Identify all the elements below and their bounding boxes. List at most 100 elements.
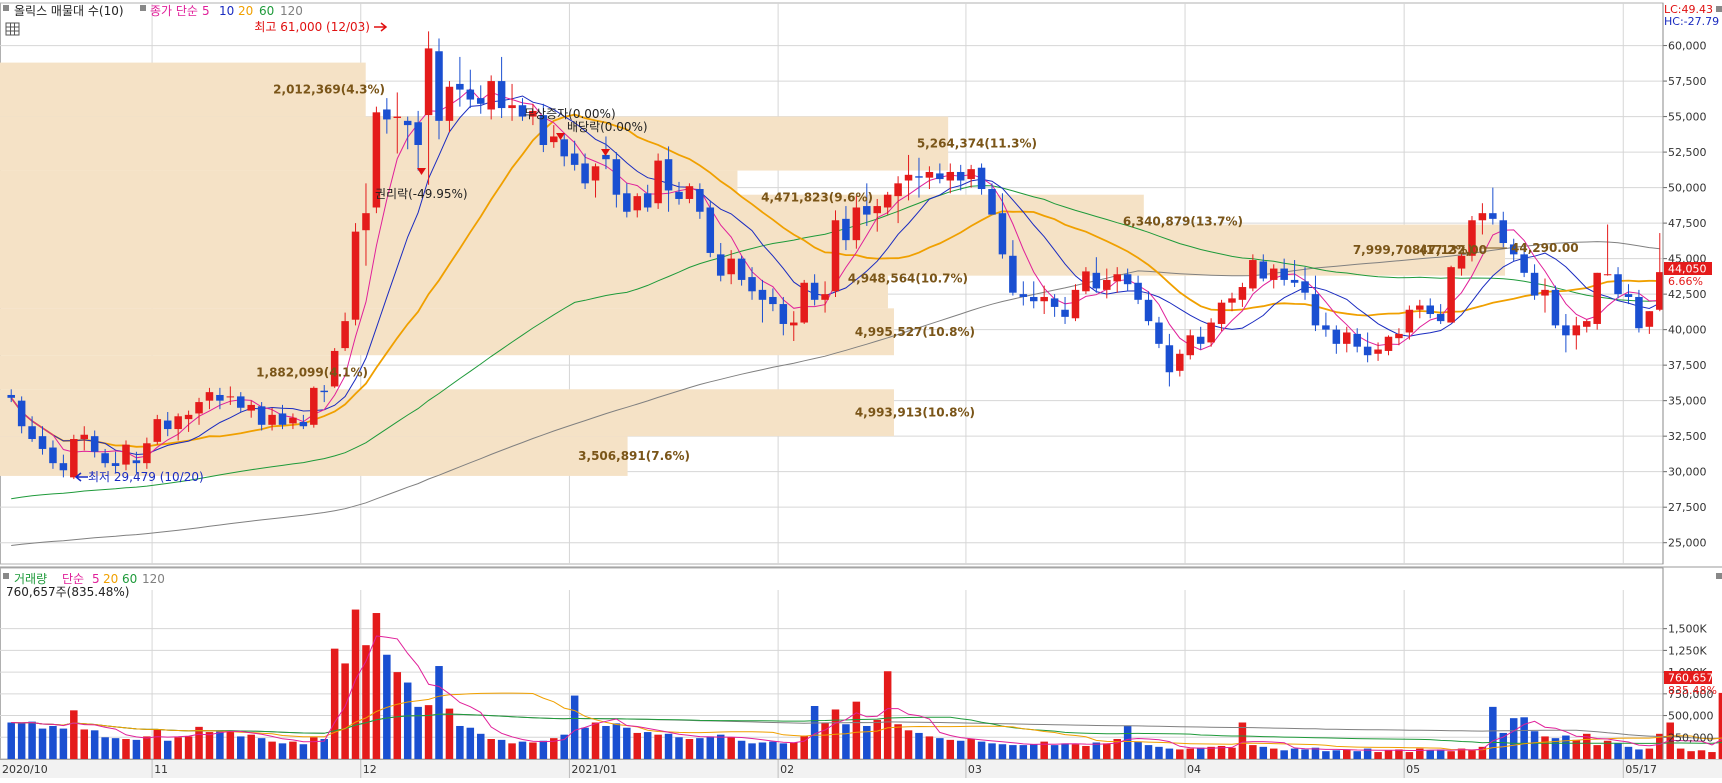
candle-up [1645,311,1654,327]
volume-bar [602,725,610,759]
candle-up [790,322,798,326]
candle-down [675,191,683,199]
candle-up [852,207,861,241]
candle-down [758,289,767,300]
candle-down [1436,314,1445,322]
volume-bar [310,737,318,759]
candle-up [143,443,151,464]
candle-down [163,420,172,430]
volume-bar [90,730,99,759]
candle-down [414,122,422,145]
dividend-marker-icon [556,133,565,140]
candle-up [487,81,495,110]
volume-bar [1645,748,1654,759]
candle-up [1071,289,1080,319]
volume-bar [372,613,381,759]
ma-toggle-icon[interactable] [140,5,146,11]
volume-bar [1082,745,1090,759]
bonus-marker-icon [601,149,610,156]
price-badge-bg [1664,262,1712,275]
volume-bar [1624,746,1633,759]
volume-bar [1374,752,1382,759]
volume-bar [643,732,652,759]
candle-down [1280,268,1288,280]
candle-down [664,159,673,191]
volume-bar [581,727,589,759]
volume-bar [320,739,328,759]
date-label: 05/17 [1625,763,1657,776]
vol-ma5-line [11,635,1722,751]
volume-bar [28,721,36,759]
volume-bar [873,719,881,759]
volume-bar [821,722,829,759]
volume-bar [1301,749,1309,759]
high-annotation: 최고 61,000 (12/03) [254,20,370,34]
candle-down [737,258,746,280]
volume-tick-label: 1,250K [1668,644,1707,657]
volume-bar [1582,733,1591,759]
candle-down [7,394,15,398]
candle-down [403,120,412,126]
candle-down [476,98,485,104]
volume-profile-label: 4,948,564(10.7%) [848,272,968,286]
candle-up [1603,274,1612,276]
legend-toggle-icon[interactable] [3,5,9,11]
volume-profile-label: 7,999,708(17.2%) [1353,243,1473,257]
volume-bar [894,724,902,759]
candle-down [956,171,965,181]
price-badge-value: 44,050 [1668,263,1707,276]
candle-up [1238,287,1247,300]
candle-up [1384,336,1393,351]
price-tick-label: 27,500 [1668,501,1707,514]
volume-bar [1478,746,1487,759]
volume-bar [299,744,308,759]
volume-bar [1050,745,1059,759]
volume-badge: 760,657 835.48% [1664,671,1717,697]
volume-bar [49,725,57,759]
candle-down [456,83,464,90]
candle-down [28,426,36,440]
candle-down [706,207,715,253]
candle-down [1165,345,1174,373]
candle-up [894,183,902,197]
candle-up [174,416,182,430]
candle-down [1624,294,1633,297]
date-label: 05 [1406,763,1420,776]
volume-bar [1290,748,1299,759]
volume-bar [1457,748,1466,759]
volume-bar [1029,744,1038,759]
volume-bar [925,736,934,759]
candle-up [330,350,339,387]
volume-bar [17,723,26,759]
volume-tick-label: 250,000 [1668,731,1714,744]
volume-bar [1666,722,1674,759]
volume-bar [956,740,965,759]
volume-bar [1322,751,1330,759]
volume-toggle-icon[interactable] [3,573,9,579]
candle-up [1186,335,1195,356]
ma-prefix-label: 종가 단순 [150,4,198,18]
candle-up [1541,289,1549,296]
volume-bar [445,708,454,759]
date-axis-bg [0,760,1722,778]
panel-menu-icon[interactable] [1716,6,1722,12]
grid-settings-icon[interactable] [5,22,20,36]
price-tick-label: 35,000 [1668,395,1707,408]
candle-up [70,439,78,478]
volume-bar [612,723,621,759]
volume-bar [1676,748,1685,759]
volume-menu-icon[interactable] [1716,573,1722,579]
volume-profile-label: 4,995,527(10.8%) [855,325,975,339]
volume-bar [685,739,694,759]
volume-bar [153,729,162,759]
candle-up [1656,272,1664,310]
volume-bar [1395,749,1403,759]
volume-bar [184,736,193,759]
date-label: 04 [1187,763,1201,776]
volume-bar [1040,741,1048,759]
candle-down [539,115,548,145]
candle-up [1269,268,1278,280]
candle-down [560,139,568,157]
candle-down [132,460,141,464]
